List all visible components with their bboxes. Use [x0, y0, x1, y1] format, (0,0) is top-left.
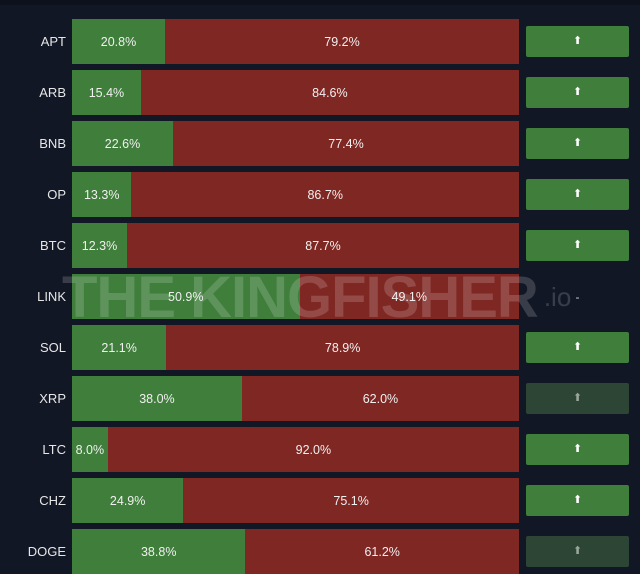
list-item[interactable]: OP 13.3% 86.7% ⬆	[0, 172, 640, 217]
arrow-up-icon: ⬆	[572, 35, 583, 47]
symbol-label: OP	[47, 187, 66, 202]
arrow-up-icon: ⬆	[572, 239, 583, 251]
list-item[interactable]: BNB 22.6% 77.4% ⬆	[0, 121, 640, 166]
ratio-bar: 21.1% 78.9%	[72, 325, 519, 370]
signal-button[interactable]: ⬆	[526, 536, 629, 567]
signal-dash: -	[575, 289, 580, 304]
symbol-label: LTC	[42, 442, 66, 457]
signal-button[interactable]: ⬆	[526, 434, 629, 465]
arrow-up-icon: ⬆	[572, 188, 583, 200]
long-segment: 38.8%	[72, 529, 246, 574]
list-item[interactable]: XRP 38.0% 62.0% ⬆	[0, 376, 640, 421]
short-segment: 61.2%	[245, 529, 519, 574]
long-segment: 13.3%	[72, 172, 132, 217]
long-segment: 24.9%	[72, 478, 184, 523]
signal-button[interactable]: ⬆	[526, 332, 629, 363]
list-item[interactable]: APT 20.8% 79.2% ⬆	[0, 19, 640, 64]
signal-button[interactable]: ⬆	[526, 230, 629, 261]
symbol-label: APT	[40, 34, 66, 49]
long-segment: 15.4%	[72, 70, 141, 115]
short-segment: 75.1%	[183, 478, 519, 523]
arrow-up-icon: ⬆	[572, 494, 583, 506]
short-segment: 92.0%	[107, 427, 519, 472]
long-segment: 22.6%	[72, 121, 174, 166]
symbol-label: XRP	[39, 391, 66, 406]
long-short-ratio-list: APT 20.8% 79.2% ⬆ ARB 15.4% 84.6% ⬆ BNB 22.6% 77.4…	[0, 19, 640, 574]
short-segment: 79.2%	[164, 19, 519, 64]
symbol-label: BNB	[39, 136, 66, 151]
ratio-bar: 50.9% 49.1%	[72, 274, 519, 319]
list-item[interactable]: DOGE 38.8% 61.2% ⬆	[0, 529, 640, 574]
list-item[interactable]: ARB 15.4% 84.6% ⬆	[0, 70, 640, 115]
signal-button[interactable]: ⬆	[526, 77, 629, 108]
list-item[interactable]: LTC 8.0% 92.0% ⬆	[0, 427, 640, 472]
ratio-bar: 13.3% 86.7%	[72, 172, 519, 217]
ratio-bar: 38.0% 62.0%	[72, 376, 519, 421]
short-segment: 84.6%	[140, 70, 519, 115]
symbol-label: LINK	[37, 289, 66, 304]
signal-button[interactable]: ⬆	[526, 485, 629, 516]
ratio-bar: 12.3% 87.7%	[72, 223, 519, 268]
short-segment: 77.4%	[173, 121, 519, 166]
signal-empty[interactable]: -	[526, 281, 629, 312]
ratio-bar: 22.6% 77.4%	[72, 121, 519, 166]
list-item[interactable]: LINK 50.9% 49.1% -	[0, 274, 640, 319]
long-segment: 50.9%	[72, 274, 300, 319]
arrow-up-icon: ⬆	[572, 341, 583, 353]
symbol-label: DOGE	[27, 544, 66, 559]
long-segment: 20.8%	[72, 19, 165, 64]
short-segment: 49.1%	[299, 274, 519, 319]
list-item[interactable]: BTC 12.3% 87.7% ⬆	[0, 223, 640, 268]
long-segment: 12.3%	[72, 223, 127, 268]
arrow-up-icon: ⬆	[572, 392, 583, 404]
list-item[interactable]: SOL 21.1% 78.9% ⬆	[0, 325, 640, 370]
top-border	[0, 0, 640, 5]
symbol-label: CHZ	[39, 493, 66, 508]
short-segment: 87.7%	[126, 223, 519, 268]
arrow-up-icon: ⬆	[572, 443, 583, 455]
long-segment: 38.0%	[72, 376, 242, 421]
symbol-label: SOL	[39, 340, 66, 355]
short-segment: 78.9%	[166, 325, 519, 370]
long-segment: 21.1%	[72, 325, 167, 370]
short-segment: 62.0%	[241, 376, 519, 421]
signal-button[interactable]: ⬆	[526, 179, 629, 210]
ratio-bar: 20.8% 79.2%	[72, 19, 519, 64]
signal-button[interactable]: ⬆	[526, 26, 629, 57]
list-item[interactable]: CHZ 24.9% 75.1% ⬆	[0, 478, 640, 523]
arrow-up-icon: ⬆	[572, 137, 583, 149]
ratio-bar: 15.4% 84.6%	[72, 70, 519, 115]
arrow-up-icon: ⬆	[572, 545, 583, 557]
signal-button[interactable]: ⬆	[526, 128, 629, 159]
ratio-bar: 8.0% 92.0%	[72, 427, 519, 472]
ratio-bar: 24.9% 75.1%	[72, 478, 519, 523]
ratio-bar: 38.8% 61.2%	[72, 529, 519, 574]
short-segment: 86.7%	[131, 172, 519, 217]
arrow-up-icon: ⬆	[572, 86, 583, 98]
signal-button[interactable]: ⬆	[526, 383, 629, 414]
symbol-label: ARB	[39, 85, 66, 100]
long-segment: 8.0%	[72, 427, 108, 472]
symbol-label: BTC	[40, 238, 66, 253]
